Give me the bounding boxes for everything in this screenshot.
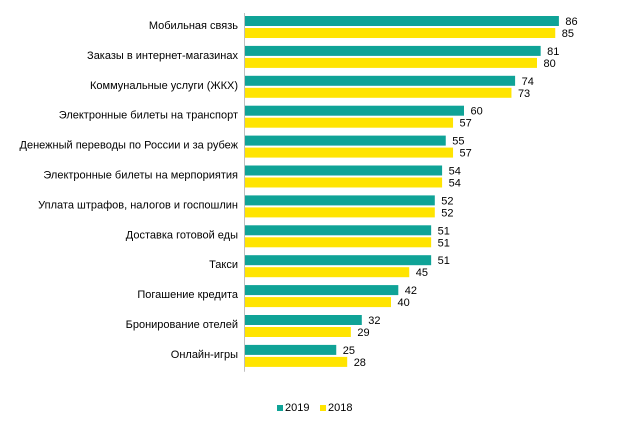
value-labels: 8685818074736057555754545252515151454240… — [343, 16, 578, 369]
category-label: Коммунальные услуги (ЖКХ) — [90, 80, 238, 92]
bar-2018 — [245, 117, 454, 128]
data-label: 57 — [460, 118, 472, 130]
data-label: 74 — [522, 76, 534, 88]
bar-2019 — [245, 285, 399, 296]
bar-2019 — [245, 315, 362, 325]
bar-2018 — [245, 207, 435, 218]
bar-2019 — [245, 135, 446, 146]
data-label: 42 — [405, 285, 417, 297]
category-label: Электронные билеты на транспорт — [59, 110, 238, 122]
legend: 2019 2018 — [277, 402, 352, 414]
category-label: Денежный переводы по России и за рубеж — [20, 140, 239, 152]
data-label: 81 — [547, 46, 559, 58]
data-label: 85 — [562, 28, 574, 40]
bar-2019 — [245, 16, 559, 26]
data-label: 86 — [565, 16, 577, 28]
data-label: 57 — [460, 148, 472, 160]
data-label: 52 — [441, 207, 453, 219]
bar-2019 — [245, 195, 435, 206]
data-label: 25 — [343, 345, 355, 357]
data-label: 29 — [357, 327, 369, 339]
bar-2019 — [245, 255, 432, 266]
bar-2019 — [245, 105, 464, 116]
bar-2019 — [245, 225, 432, 236]
legend-label: 2018 — [328, 402, 352, 414]
data-label: 55 — [452, 136, 464, 148]
category-label: Электронные билеты на мерпориятия — [43, 170, 238, 182]
bar-2018 — [245, 87, 512, 98]
bar-2019 — [245, 344, 337, 355]
bar-2018 — [245, 297, 391, 308]
category-label: Такси — [209, 259, 238, 271]
bar-2018 — [245, 237, 432, 248]
data-label: 80 — [544, 58, 556, 70]
data-label: 28 — [354, 357, 366, 369]
bar-2018 — [245, 28, 556, 38]
category-labels: Мобильная связь Заказы в интернет-магазин… — [20, 20, 239, 361]
bar-2019 — [245, 165, 443, 176]
category-label: Заказы в интернет-магазинах — [87, 50, 238, 62]
bar-2018 — [245, 356, 348, 367]
bar-2019 — [245, 45, 541, 56]
category-label: Погашение кредита — [137, 289, 239, 301]
bars — [245, 16, 559, 367]
data-label: 54 — [449, 166, 461, 178]
category-label: Доставка готовой еды — [126, 229, 238, 241]
data-label: 60 — [471, 106, 483, 118]
category-label: Онлайн-игры — [171, 349, 238, 361]
data-label: 40 — [398, 297, 410, 309]
bar-2018 — [245, 57, 537, 68]
legend-swatch-2019 — [277, 405, 283, 411]
category-label: Мобильная связь — [149, 20, 238, 32]
bar-2018 — [245, 267, 410, 278]
data-label: 51 — [438, 237, 450, 249]
data-label: 51 — [438, 225, 450, 237]
bar-2018 — [245, 147, 454, 158]
data-label: 45 — [416, 267, 428, 279]
bar-2019 — [245, 75, 516, 86]
data-label: 32 — [368, 315, 380, 327]
data-label: 52 — [441, 195, 453, 207]
legend-swatch-2018 — [320, 405, 326, 411]
data-label: 73 — [518, 88, 530, 100]
data-label: 51 — [438, 255, 450, 267]
bar-2018 — [245, 327, 351, 337]
category-label: Уплата штрафов, налогов и госпошлин — [38, 199, 238, 211]
bar-2018 — [245, 177, 443, 188]
category-label: Бронирование отелей — [126, 319, 238, 331]
data-label: 54 — [449, 178, 461, 190]
legend-label: 2019 — [285, 402, 309, 414]
